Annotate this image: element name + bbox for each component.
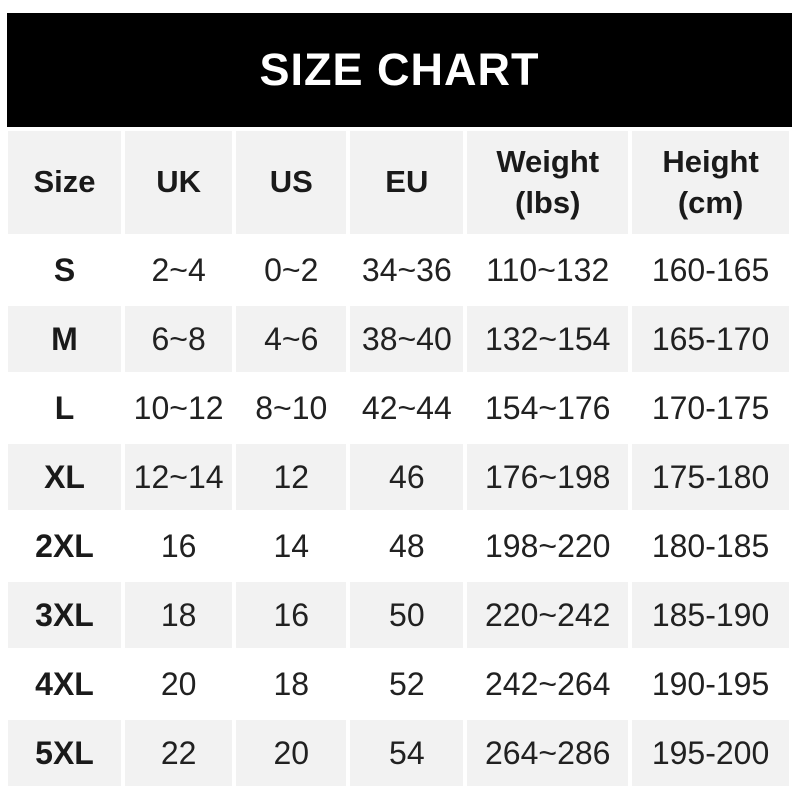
size-chart-banner: SIZE CHART xyxy=(7,13,792,127)
cell-height: 180-185 xyxy=(632,513,789,579)
cell-us: 14 xyxy=(236,513,347,579)
cell-uk: 20 xyxy=(125,651,233,717)
cell-eu: 48 xyxy=(350,513,464,579)
cell-height: 185-190 xyxy=(632,582,789,648)
cell-weight: 176~198 xyxy=(467,444,629,510)
cell-height: 165-170 xyxy=(632,306,789,372)
column-header-height: Height (cm) xyxy=(632,131,789,234)
cell-uk: 10~12 xyxy=(125,375,233,441)
table-row-s: S 2~4 0~2 34~36 110~132 160-165 xyxy=(8,237,789,303)
column-header-eu: EU xyxy=(350,131,464,234)
cell-height: 190-195 xyxy=(632,651,789,717)
table-row-l: L 10~12 8~10 42~44 154~176 170-175 xyxy=(8,375,789,441)
column-header-uk: UK xyxy=(125,131,233,234)
cell-size: M xyxy=(8,306,122,372)
cell-height: 170-175 xyxy=(632,375,789,441)
table-row-xl: XL 12~14 12 46 176~198 175-180 xyxy=(8,444,789,510)
cell-uk: 18 xyxy=(125,582,233,648)
cell-weight: 198~220 xyxy=(467,513,629,579)
cell-weight: 220~242 xyxy=(467,582,629,648)
table-row-2xl: 2XL 16 14 48 198~220 180-185 xyxy=(8,513,789,579)
cell-eu: 38~40 xyxy=(350,306,464,372)
cell-eu: 42~44 xyxy=(350,375,464,441)
column-header-weight: Weight (lbs) xyxy=(467,131,629,234)
cell-size: 4XL xyxy=(8,651,122,717)
column-header-us: US xyxy=(236,131,347,234)
cell-uk: 2~4 xyxy=(125,237,233,303)
cell-size: 5XL xyxy=(8,720,122,786)
page-title: SIZE CHART xyxy=(259,44,540,95)
cell-eu: 50 xyxy=(350,582,464,648)
cell-uk: 6~8 xyxy=(125,306,233,372)
cell-eu: 52 xyxy=(350,651,464,717)
cell-height: 195-200 xyxy=(632,720,789,786)
cell-weight: 242~264 xyxy=(467,651,629,717)
cell-height: 175-180 xyxy=(632,444,789,510)
table-row-3xl: 3XL 18 16 50 220~242 185-190 xyxy=(8,582,789,648)
cell-eu: 34~36 xyxy=(350,237,464,303)
table-row-m: M 6~8 4~6 38~40 132~154 165-170 xyxy=(8,306,789,372)
cell-size: L xyxy=(8,375,122,441)
cell-height: 160-165 xyxy=(632,237,789,303)
cell-eu: 46 xyxy=(350,444,464,510)
cell-size: 3XL xyxy=(8,582,122,648)
cell-weight: 154~176 xyxy=(467,375,629,441)
cell-us: 16 xyxy=(236,582,347,648)
cell-uk: 12~14 xyxy=(125,444,233,510)
cell-size: S xyxy=(8,237,122,303)
cell-weight: 132~154 xyxy=(467,306,629,372)
cell-eu: 54 xyxy=(350,720,464,786)
table-header-row: Size UK US EU Weight (lbs) Height (cm) xyxy=(8,131,789,234)
cell-weight: 264~286 xyxy=(467,720,629,786)
cell-us: 20 xyxy=(236,720,347,786)
cell-size: 2XL xyxy=(8,513,122,579)
cell-weight: 110~132 xyxy=(467,237,629,303)
cell-uk: 16 xyxy=(125,513,233,579)
cell-uk: 22 xyxy=(125,720,233,786)
cell-us: 0~2 xyxy=(236,237,347,303)
table-row-5xl: 5XL 22 20 54 264~286 195-200 xyxy=(8,720,789,786)
cell-us: 8~10 xyxy=(236,375,347,441)
size-chart-table: Size UK US EU Weight (lbs) Height (cm) S… xyxy=(8,131,789,786)
cell-size: XL xyxy=(8,444,122,510)
cell-us: 4~6 xyxy=(236,306,347,372)
cell-us: 12 xyxy=(236,444,347,510)
table-row-4xl: 4XL 20 18 52 242~264 190-195 xyxy=(8,651,789,717)
column-header-size: Size xyxy=(8,131,122,234)
cell-us: 18 xyxy=(236,651,347,717)
